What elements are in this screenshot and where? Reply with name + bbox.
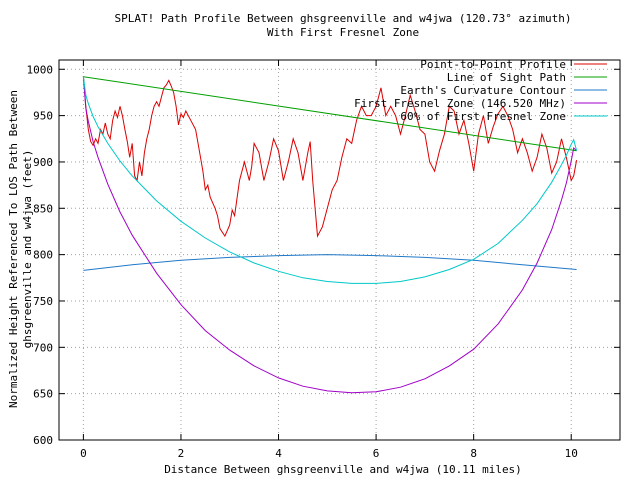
y-tick-label: 900 (33, 156, 53, 169)
legend-label-1: Line of Sight Path (447, 71, 566, 84)
x-tick-label: 8 (470, 447, 477, 460)
y-tick-label: 950 (33, 110, 53, 123)
y-tick-label: 1000 (27, 63, 54, 76)
x-axis-label: Distance Between ghsgreenville and w4jwa… (164, 463, 522, 476)
x-tick-label: 6 (373, 447, 380, 460)
y-tick-label: 850 (33, 202, 53, 215)
x-tick-label: 2 (178, 447, 185, 460)
series-lines (82, 76, 578, 394)
series-line-1 (83, 76, 577, 152)
series-line-4 (82, 76, 578, 284)
series-line-0 (82, 76, 578, 238)
plot-frame (58, 59, 621, 441)
axes: 600 650 700 750 800 850 900 950 1000 0 2 4 6 8 10 (27, 59, 621, 460)
legend-label-4: 60% of First Fresnel Zone (400, 110, 566, 123)
y-tick-label: 800 (33, 249, 53, 262)
y-tick-label: 700 (33, 341, 53, 354)
y-axis-label-line1: Normalized Height Referenced To LOS Path… (7, 90, 20, 408)
y-tick-label: 650 (33, 388, 53, 401)
series-line-3 (82, 76, 577, 394)
legend-label-0: Point-to-Point Profile (420, 58, 566, 71)
x-tick-label: 4 (275, 447, 282, 460)
y-tick-label: 750 (33, 295, 53, 308)
chart-title: SPLAT! Path Profile Between ghsgreenvill… (115, 12, 572, 25)
x-tick-label: 0 (80, 447, 87, 460)
x-tick-label: 10 (565, 447, 578, 460)
legend-label-2: Earth's Curvature Contour (400, 84, 566, 97)
legend-label-3: First Fresnel Zone (146.520 MHz) (354, 97, 566, 110)
y-tick-label: 600 (33, 434, 53, 447)
chart-subtitle: With First Fresnel Zone (267, 26, 419, 39)
series-line-2 (83, 254, 577, 271)
y-axis-label-line2: ghsgreenville and w4jwa (feet) (21, 150, 34, 349)
